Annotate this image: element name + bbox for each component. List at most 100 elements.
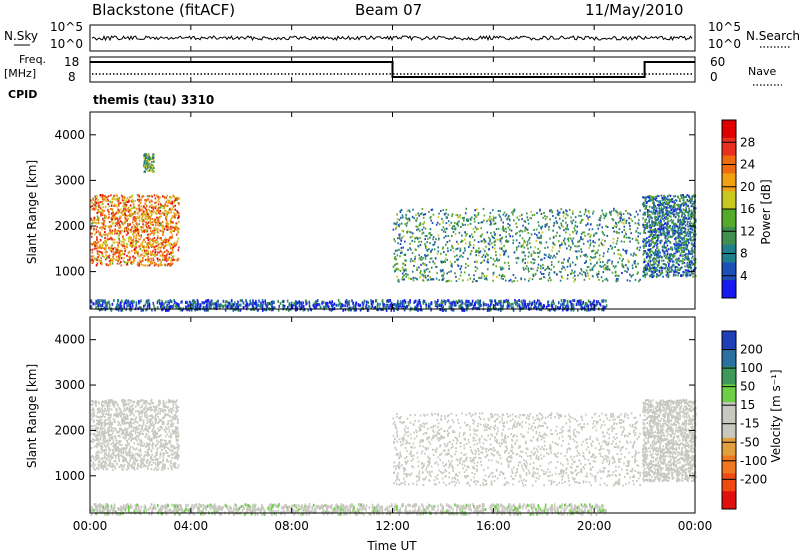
data-point xyxy=(637,222,640,225)
data-point xyxy=(433,262,436,265)
data-point xyxy=(170,247,172,250)
data-point xyxy=(653,263,655,266)
data-point xyxy=(133,216,136,219)
data-point xyxy=(156,223,159,226)
data-point xyxy=(125,233,128,236)
data-point xyxy=(144,199,146,202)
data-point xyxy=(143,304,145,308)
data-point xyxy=(109,224,112,227)
data-point xyxy=(146,218,148,221)
data-point xyxy=(552,224,555,227)
data-point xyxy=(148,208,150,211)
data-point xyxy=(671,207,674,210)
data-point xyxy=(579,255,582,258)
data-point xyxy=(463,271,466,274)
data-point xyxy=(679,221,682,224)
data-point xyxy=(628,217,630,220)
data-point xyxy=(525,265,528,268)
data-point xyxy=(674,230,677,232)
data-point xyxy=(112,196,114,199)
data-point xyxy=(666,195,669,198)
data-point xyxy=(626,266,629,269)
data-point xyxy=(421,232,423,235)
data-point xyxy=(348,302,350,306)
data-point xyxy=(536,269,539,272)
data-point xyxy=(96,238,98,241)
data-point xyxy=(456,258,458,261)
data-point xyxy=(600,216,602,219)
data-point xyxy=(415,213,417,216)
data-point xyxy=(616,211,618,214)
data-point xyxy=(92,203,95,206)
data-point xyxy=(657,260,659,263)
data-point xyxy=(690,210,693,213)
data-point xyxy=(473,231,476,233)
data-point xyxy=(645,218,647,221)
data-point xyxy=(547,256,550,258)
data-point xyxy=(657,234,659,237)
data-point xyxy=(679,236,682,239)
data-point xyxy=(623,222,625,225)
data-point xyxy=(507,255,510,258)
data-point xyxy=(635,239,637,242)
data-point xyxy=(90,249,92,251)
data-point xyxy=(104,248,106,251)
data-point xyxy=(147,255,149,258)
data-point xyxy=(457,258,460,261)
data-point xyxy=(90,225,92,228)
data-point xyxy=(607,248,610,250)
data-point xyxy=(678,229,680,232)
data-point xyxy=(520,246,523,248)
data-point xyxy=(648,224,651,227)
data-point xyxy=(643,231,645,233)
data-point xyxy=(692,269,695,272)
data-point xyxy=(663,241,666,244)
data-point xyxy=(653,225,656,228)
data-point xyxy=(580,236,582,238)
data-point xyxy=(654,212,657,215)
data-point xyxy=(576,230,578,233)
data-point xyxy=(160,203,162,206)
data-point xyxy=(443,230,445,233)
data-point xyxy=(602,244,604,247)
data-point xyxy=(150,215,152,218)
data-point xyxy=(678,264,680,266)
data-point xyxy=(470,250,473,252)
data-point xyxy=(644,211,647,214)
data-point xyxy=(148,155,150,158)
data-point xyxy=(405,224,408,227)
data-point xyxy=(680,266,683,269)
data-point xyxy=(654,228,656,230)
data-point xyxy=(165,216,167,219)
data-point xyxy=(626,270,628,273)
data-point xyxy=(408,217,411,220)
data-point xyxy=(663,205,665,208)
data-point xyxy=(94,246,97,249)
data-point xyxy=(674,213,676,216)
data-point xyxy=(567,260,569,263)
data-point xyxy=(603,234,606,237)
data-point xyxy=(663,197,665,200)
data-point xyxy=(156,257,159,260)
data-point xyxy=(308,302,311,306)
data-point xyxy=(115,204,117,207)
data-point xyxy=(109,259,112,262)
data-point xyxy=(97,219,100,222)
data-point xyxy=(158,206,160,209)
data-point xyxy=(483,238,485,241)
data-point xyxy=(662,259,665,262)
data-point xyxy=(651,232,653,235)
data-point xyxy=(150,257,152,260)
data-point xyxy=(651,220,653,223)
data-point xyxy=(326,304,328,308)
data-point xyxy=(127,210,130,213)
data-point xyxy=(658,227,660,230)
data-point xyxy=(156,245,159,248)
data-point xyxy=(430,257,433,260)
data-point xyxy=(408,219,411,222)
data-point xyxy=(684,246,686,249)
data-point xyxy=(677,227,679,230)
data-point xyxy=(673,252,675,255)
data-point xyxy=(643,261,646,263)
data-point xyxy=(394,249,397,252)
